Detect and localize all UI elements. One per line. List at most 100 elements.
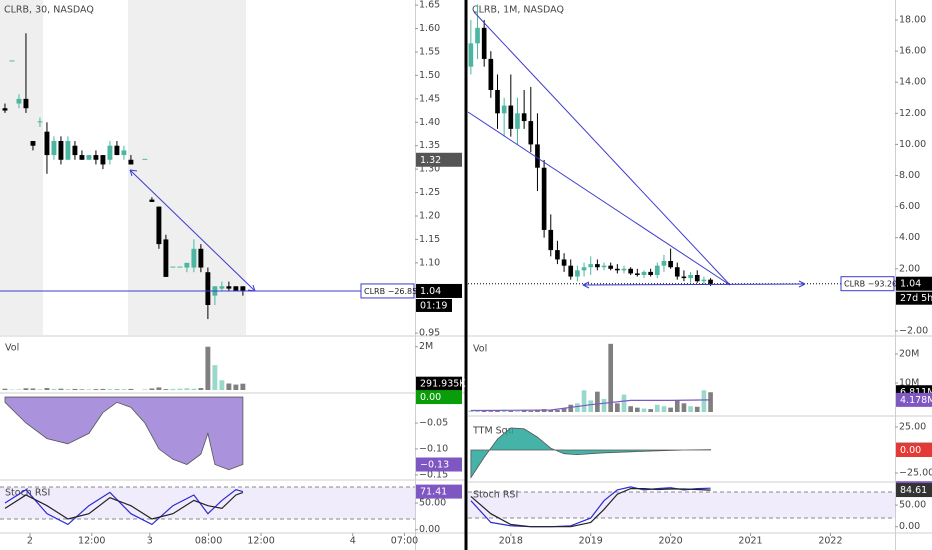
volume-bar (191, 388, 197, 390)
candle-body (708, 279, 713, 284)
candle-body (9, 60, 15, 62)
volume-bar (177, 388, 183, 390)
price-tag (416, 283, 462, 298)
area (470, 427, 711, 479)
candle-body (240, 286, 246, 291)
y-tick-label: 18.00 (899, 15, 926, 26)
price-tag (896, 483, 932, 498)
candle-body (608, 265, 614, 269)
countdown-tag (896, 291, 932, 305)
candle-body (515, 113, 520, 129)
volume-bar (128, 388, 134, 390)
volume-bar (661, 406, 667, 412)
volume-bar (142, 389, 148, 390)
volume-bar (648, 409, 653, 412)
pane-title: Vol (473, 344, 487, 355)
volume-bar (588, 400, 594, 412)
volume-bar (701, 390, 707, 412)
volume-bar (198, 388, 204, 390)
y-tick-label: 1.35 (419, 140, 440, 151)
candle-body (561, 259, 567, 266)
candle-body (156, 206, 162, 245)
volume-bar (240, 383, 246, 390)
volume-bar (535, 410, 540, 412)
candle-body (701, 279, 707, 282)
volume-bar (508, 410, 514, 412)
line (470, 399, 711, 412)
volume-bar (628, 406, 633, 412)
volume-bar (65, 389, 71, 390)
y-tick-label: 0.95 (419, 328, 440, 339)
y-tick-label: 4.00 (899, 232, 920, 243)
symbol-tag-label: CLRB −26.85% (364, 287, 425, 296)
x-tick-label: 07:00 (391, 536, 418, 547)
y-tick-label: 12.00 (899, 108, 926, 119)
volume-bar (149, 388, 155, 390)
price-tag-label: 84.61 (900, 485, 927, 496)
price-tag (416, 152, 462, 167)
volume-bar (688, 406, 693, 412)
chart-title: CLRB, 1M, NASDAQ (472, 5, 564, 16)
candle-body (674, 267, 680, 277)
volume-bar (495, 410, 500, 412)
volume-bar (548, 409, 554, 412)
y-tick-label: −2.00 (899, 325, 928, 336)
volume-bar (641, 408, 647, 412)
candle-body (149, 199, 155, 202)
x-tick-label: 08:00 (195, 536, 222, 547)
session-shade (0, 0, 43, 335)
candle-body (501, 105, 507, 114)
volume-bar (708, 392, 713, 412)
candle-body (44, 131, 50, 156)
candle-body (621, 268, 627, 271)
price-tag-label: 291.935K (420, 379, 466, 390)
candle-body (184, 262, 190, 268)
candle-body (468, 43, 474, 67)
candle-body (205, 272, 211, 306)
x-tick-label: 2018 (499, 536, 523, 547)
candle-body (535, 144, 540, 168)
candle-body (488, 58, 494, 91)
candle-body (654, 265, 660, 275)
volume-bar (654, 404, 660, 412)
candle-body (668, 261, 673, 268)
x-tick-label: 2019 (579, 536, 603, 547)
price-tag (416, 484, 462, 499)
candle-body (528, 121, 534, 145)
candle-body (79, 155, 85, 160)
volume-bar (2, 388, 8, 390)
pane-title: Stoch RSI (5, 488, 50, 499)
volume-bar (86, 389, 92, 390)
candle-body (191, 248, 197, 268)
volume-bar (674, 400, 680, 412)
x-tick-label: 12:00 (78, 536, 105, 547)
y-tick-label: 1.45 (419, 93, 440, 104)
countdown-label: 27d 5h (900, 293, 932, 304)
price-tag-label: 6.811M (900, 387, 932, 398)
candle-body (581, 267, 587, 271)
volume-bar (481, 410, 487, 412)
volume-bar (528, 410, 534, 412)
volume-bar (568, 404, 574, 412)
candle-body (541, 167, 547, 230)
x-tick-label: 4 (350, 536, 356, 547)
candle-body (641, 271, 647, 275)
volume-bar (156, 387, 162, 390)
candle-body (170, 266, 176, 268)
volume-bar (555, 409, 560, 412)
volume-bar (475, 410, 480, 412)
countdown-label: 01:19 (420, 300, 447, 311)
volume-bar (51, 388, 57, 390)
candle-body (177, 266, 183, 268)
candle-body (72, 145, 78, 156)
candle-body (601, 265, 607, 268)
y-tick-label: 6.00 (899, 201, 920, 212)
chart-title: CLRB, 30, NASDAQ (4, 5, 94, 16)
x-tick-label: 2020 (659, 536, 683, 547)
x-tick-label: 12:00 (247, 536, 274, 547)
y-tick-label: 2.00 (899, 263, 920, 274)
candle-body (568, 265, 574, 277)
candle-body (128, 159, 134, 165)
